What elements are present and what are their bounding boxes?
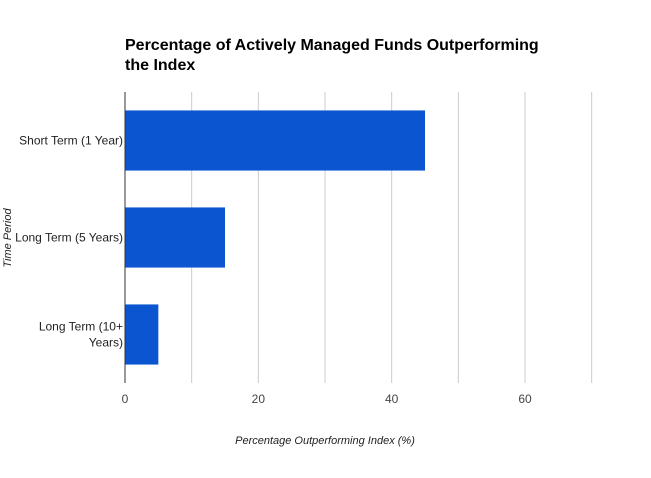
category-label: Short Term (1 Year)	[19, 134, 123, 148]
category-label: Long Term (10+	[39, 320, 123, 334]
chart-title-line: the Index	[125, 57, 195, 74]
bar	[125, 304, 159, 365]
category-label: Years)	[89, 336, 123, 350]
bar	[125, 110, 425, 171]
chart-title-line: Percentage of Actively Managed Funds Out…	[125, 37, 539, 54]
bar	[125, 207, 225, 268]
chart-title: Percentage of Actively Managed Funds Out…	[125, 37, 539, 74]
x-tick-labels: 0 20 40 60	[122, 392, 532, 406]
y-category-labels: Short Term (1 Year) Long Term (5 Years) Lo…	[15, 134, 123, 350]
x-tick-label: 0	[122, 392, 129, 406]
y-axis-title: Time Period	[2, 208, 14, 268]
x-tick-label: 20	[252, 392, 266, 406]
category-label: Long Term (5 Years)	[15, 231, 123, 245]
x-axis-title: Percentage Outperforming Index (%)	[235, 435, 415, 447]
x-tick-label: 40	[385, 392, 399, 406]
x-tick-label: 60	[518, 392, 532, 406]
bars	[125, 110, 425, 365]
